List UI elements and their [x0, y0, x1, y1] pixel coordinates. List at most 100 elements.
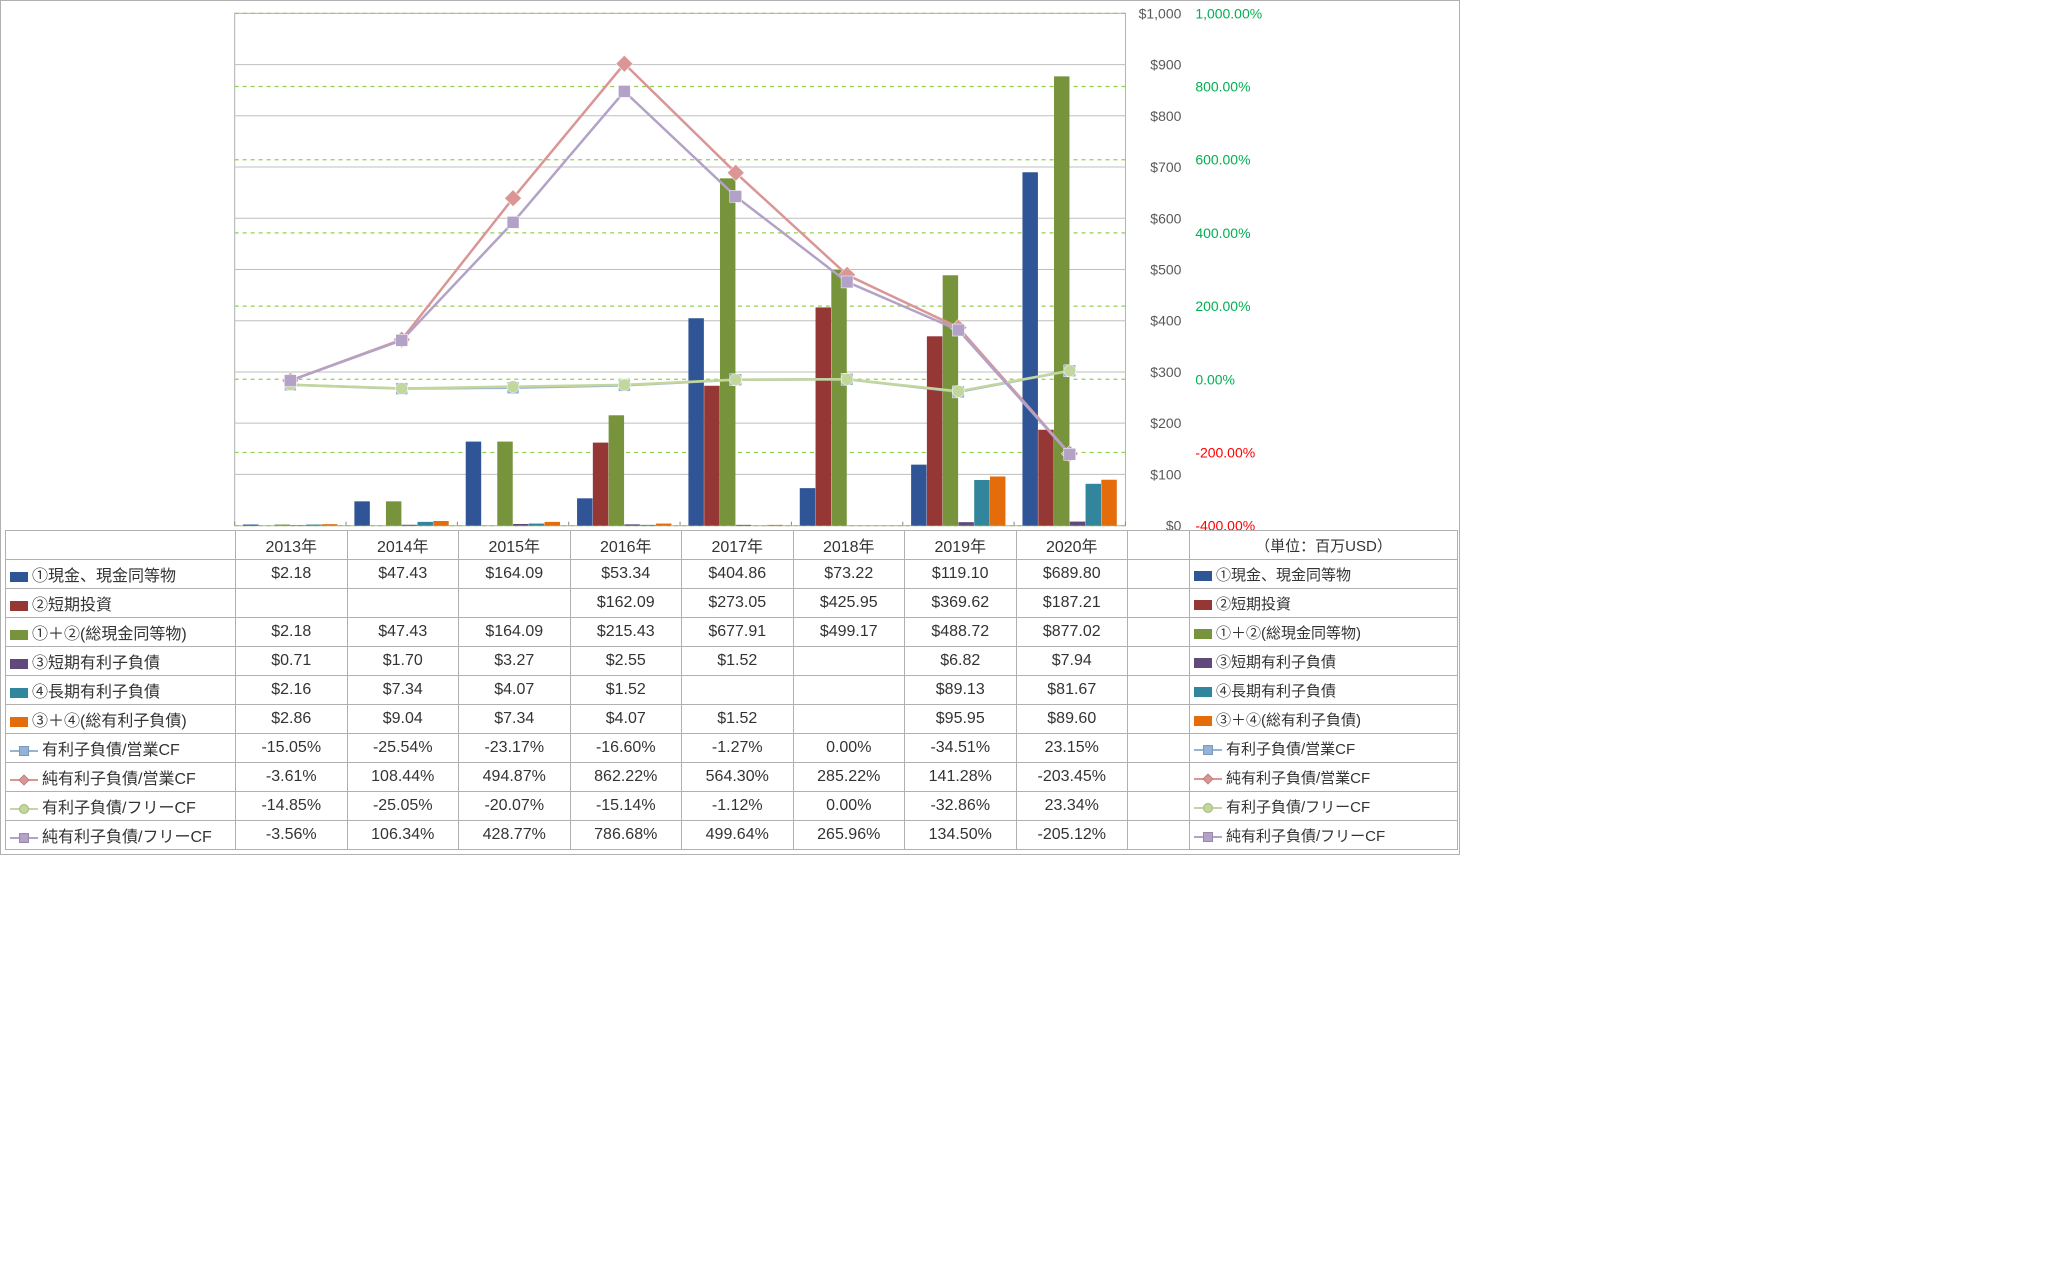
value-cell: 428.77% [459, 821, 571, 850]
left-axis-tick: $700 [1150, 159, 1181, 175]
axis-col-blank [1128, 763, 1190, 792]
table-row: 有利子負債/営業CF -15.05%-25.54%-23.17%-16.60%-… [6, 734, 1458, 763]
axis-col-blank [1128, 589, 1190, 618]
bar-s4 [1070, 522, 1085, 526]
series-label-right: ③短期有利子負債 [1216, 654, 1336, 671]
bar-s6 [1101, 480, 1116, 526]
value-cell: $7.94 [1016, 647, 1128, 676]
year-cell: 2020年 [1016, 531, 1128, 560]
series-label: ④長期有利子負債 [32, 684, 160, 701]
left-axis-tick: $600 [1150, 210, 1181, 226]
bar-s6 [656, 524, 671, 526]
bar-s5 [1086, 484, 1101, 526]
series-label: ②短期投資 [32, 597, 112, 614]
value-cell: $273.05 [682, 589, 794, 618]
series-label-right: ③＋④(総有利子負債) [1216, 712, 1361, 729]
value-cell: $1.52 [570, 676, 682, 705]
value-cell: $0.71 [236, 647, 348, 676]
axis-col-blank [1128, 531, 1190, 560]
value-cell: $689.80 [1016, 560, 1128, 589]
bar-s6 [433, 521, 448, 526]
right-axis-tick: 200.00% [1195, 298, 1250, 314]
value-cell: $9.04 [347, 705, 459, 734]
axis-col-blank [1128, 821, 1190, 850]
bar-s6 [545, 522, 560, 526]
year-cell: 2017年 [682, 531, 794, 560]
value-cell: $7.34 [347, 676, 459, 705]
right-axis-tick: -400.00% [1195, 518, 1255, 530]
bar-s3 [720, 178, 735, 525]
value-cell: $1.52 [682, 705, 794, 734]
legend-right: 有利子負債/フリーCF [1190, 792, 1458, 821]
legend-left: ④長期有利子負債 [6, 676, 236, 705]
combo-chart: $0$100$200$300$400$500$600$700$800$900$1… [5, 5, 1455, 530]
legend-left: ①現金、現金同等物 [6, 560, 236, 589]
bar-s3 [831, 270, 846, 526]
legend-left: ②短期投資 [6, 589, 236, 618]
legend-right: ③＋④(総有利子負債) [1190, 705, 1458, 734]
series-label: ①現金、現金同等物 [32, 568, 176, 585]
data-table: 2013年2014年2015年2016年2017年2018年2019年2020年… [5, 530, 1458, 850]
value-cell [682, 676, 794, 705]
value-cell: -203.45% [1016, 763, 1128, 792]
value-cell: -23.17% [459, 734, 571, 763]
year-cell: 2016年 [570, 531, 682, 560]
legend-left: 純有利子負債/フリーCF [6, 821, 236, 850]
bar-s2 [704, 386, 719, 526]
series-label-right: 有利子負債/フリーCF [1226, 799, 1370, 816]
table-row: ③短期有利子負債 $0.71$1.70$3.27$2.55$1.52$6.82$… [6, 647, 1458, 676]
legend-left: ③短期有利子負債 [6, 647, 236, 676]
bar-s5 [640, 525, 655, 526]
value-cell: $499.17 [793, 618, 905, 647]
value-cell: -3.56% [236, 821, 348, 850]
series-label: ③＋④(総有利子負債) [32, 713, 187, 730]
bar-s5 [974, 480, 989, 526]
series-label-right: 有利子負債/営業CF [1226, 741, 1355, 758]
value-cell: -1.12% [682, 792, 794, 821]
axis-col-blank [1128, 792, 1190, 821]
axis-col-blank [1128, 647, 1190, 676]
value-cell: $2.16 [236, 676, 348, 705]
value-cell: -32.86% [905, 792, 1017, 821]
table-row: ①＋②(総現金同等物) $2.18$47.43$164.09$215.43$67… [6, 618, 1458, 647]
value-cell: $4.07 [459, 676, 571, 705]
year-cell: 2019年 [905, 531, 1017, 560]
value-cell: $404.86 [682, 560, 794, 589]
legend-left: 有利子負債/営業CF [6, 734, 236, 763]
value-cell: 23.15% [1016, 734, 1128, 763]
value-cell: $877.02 [1016, 618, 1128, 647]
value-cell: 141.28% [905, 763, 1017, 792]
bar-s1 [243, 525, 258, 526]
value-cell: 285.22% [793, 763, 905, 792]
axis-col-blank [1128, 734, 1190, 763]
value-cell: $2.86 [236, 705, 348, 734]
legend-left: ③＋④(総有利子負債) [6, 705, 236, 734]
value-cell: -205.12% [1016, 821, 1128, 850]
value-cell: $162.09 [570, 589, 682, 618]
left-axis-tick: $200 [1150, 415, 1181, 431]
bar-s6 [767, 525, 782, 526]
value-cell: $425.95 [793, 589, 905, 618]
legend-left: 有利子負債/フリーCF [6, 792, 236, 821]
value-cell: $164.09 [459, 560, 571, 589]
left-axis-tick: $100 [1150, 466, 1181, 482]
value-cell: -3.61% [236, 763, 348, 792]
year-cell: 2013年 [236, 531, 348, 560]
year-cell: 2018年 [793, 531, 905, 560]
value-cell [459, 589, 571, 618]
value-cell: $164.09 [459, 618, 571, 647]
series-label-right: ①＋②(総現金同等物) [1216, 625, 1361, 642]
value-cell: $2.18 [236, 618, 348, 647]
left-axis-tick: $900 [1150, 57, 1181, 73]
bar-s3 [943, 275, 958, 525]
value-cell: $3.27 [459, 647, 571, 676]
axis-col-blank [1128, 676, 1190, 705]
value-cell: 265.96% [793, 821, 905, 850]
legend-right: ④長期有利子負債 [1190, 676, 1458, 705]
value-cell: $6.82 [905, 647, 1017, 676]
bar-s1 [1022, 172, 1037, 525]
value-cell: $7.34 [459, 705, 571, 734]
bar-s1 [911, 465, 926, 526]
value-cell: 786.68% [570, 821, 682, 850]
left-axis-tick: $300 [1150, 364, 1181, 380]
